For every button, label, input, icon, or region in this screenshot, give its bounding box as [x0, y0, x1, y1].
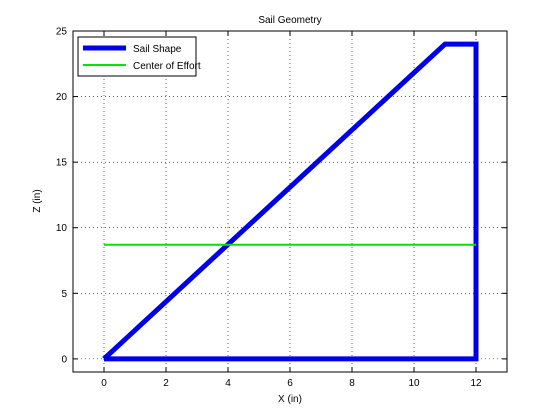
- legend-label-center-of-effort: Center of Effort: [133, 61, 201, 72]
- y-tick-label: 25: [56, 27, 68, 38]
- y-tick-label: 20: [56, 92, 68, 103]
- x-tick-label: 6: [287, 378, 293, 389]
- x-tick-label: 8: [349, 378, 355, 389]
- y-tick-label: 10: [56, 223, 68, 234]
- chart-title: Sail Geometry: [258, 15, 321, 26]
- y-axis-label: Z (in): [32, 189, 43, 212]
- tick-marks: 0 2 4 6 8 10 12 0 5 10 15 20 25: [56, 27, 507, 389]
- series-layer: [102, 41, 479, 362]
- series-line-sail-shape: [102, 41, 479, 362]
- x-tick-label: 10: [408, 378, 420, 389]
- plot-area: [73, 31, 507, 372]
- y-tick-label: 15: [56, 158, 68, 169]
- x-tick-label: 0: [101, 378, 107, 389]
- legend-box: [77, 36, 197, 77]
- x-axis-label: X (in): [278, 394, 302, 405]
- x-tick-label: 2: [163, 378, 169, 389]
- x-tick-label: 4: [225, 378, 231, 389]
- x-tick-label: 12: [470, 378, 482, 389]
- legend: Sail Shape Center of Effort: [77, 36, 201, 77]
- y-tick-label: 5: [61, 289, 67, 300]
- y-tick-label: 0: [61, 354, 67, 365]
- legend-label-sail-shape: Sail Shape: [133, 44, 182, 55]
